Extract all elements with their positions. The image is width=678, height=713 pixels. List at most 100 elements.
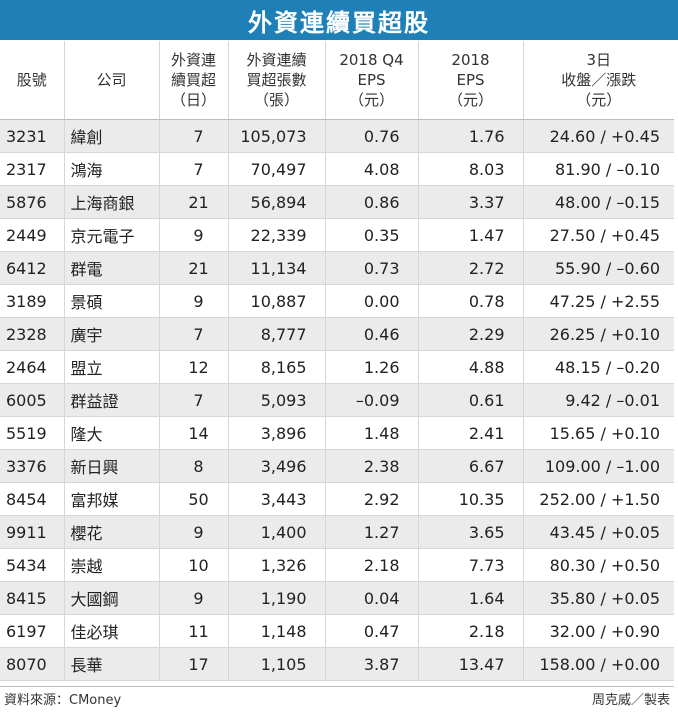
stock-table: 股號 公司 外資連 續買超 （日） 外資連續 買超張數 （張） 2018 Q4 EPS （元） 201… — [0, 41, 674, 681]
header-line: 外資連 — [170, 51, 216, 69]
close-change: 24.60 / +0.45 — [523, 119, 674, 153]
stock-code: 6005 — [0, 383, 65, 417]
header-line: 2018 Q4 — [339, 51, 404, 69]
header-line: 續買超 — [170, 71, 216, 89]
close-change: 32.00 / +0.90 — [523, 614, 674, 648]
eps-q4: 2.92 — [325, 482, 419, 516]
stock-code: 5519 — [0, 416, 65, 450]
buy-volume: 10,887 — [228, 284, 326, 318]
company-name: 群益證 — [64, 383, 160, 417]
company-name: 緯創 — [64, 119, 160, 153]
eps-q4: 0.86 — [325, 185, 419, 219]
buy-volume: 1,400 — [228, 515, 326, 549]
stock-code: 9911 — [0, 515, 65, 549]
col-header-eps-q4: 2018 Q4 EPS （元） — [325, 41, 419, 120]
eps-year: 1.47 — [418, 218, 524, 252]
stock-code: 2449 — [0, 218, 65, 252]
stock-code: 5434 — [0, 548, 65, 582]
table-row: 6005 群益證 7 5,093 –0.09 0.61 9.42 / –0.01 — [0, 383, 674, 417]
eps-year: 7.73 — [418, 548, 524, 582]
header-line: （張） — [253, 91, 299, 109]
close-change: 80.30 / +0.50 — [523, 548, 674, 582]
stock-code: 5876 — [0, 185, 65, 219]
table-row: 5434 崇越 10 1,326 2.18 7.73 80.30 / +0.50 — [0, 548, 674, 582]
table-body: 3231 緯創 7 105,073 0.76 1.76 24.60 / +0.45 2317 鴻… — [0, 119, 674, 681]
stock-code: 3376 — [0, 449, 65, 483]
col-header-code: 股號 — [0, 41, 65, 120]
header-line: （元） — [576, 91, 622, 109]
buy-days: 7 — [159, 119, 229, 153]
close-change: 48.15 / –0.20 — [523, 350, 674, 384]
buy-days: 9 — [159, 284, 229, 318]
company-name: 大國鋼 — [64, 581, 160, 615]
buy-volume: 70,497 — [228, 152, 326, 186]
close-change: 158.00 / +0.00 — [523, 647, 674, 681]
company-name: 櫻花 — [64, 515, 160, 549]
eps-q4: 1.27 — [325, 515, 419, 549]
eps-year: 1.64 — [418, 581, 524, 615]
eps-year: 3.65 — [418, 515, 524, 549]
table-row: 6197 佳必琪 11 1,148 0.47 2.18 32.00 / +0.90 — [0, 614, 674, 648]
buy-volume: 8,777 — [228, 317, 326, 351]
source-note: 資料來源：CMoney — [4, 693, 122, 708]
buy-volume: 8,165 — [228, 350, 326, 384]
header-line: 收盤／漲跌 — [561, 71, 637, 89]
company-name: 長華 — [64, 647, 160, 681]
close-change: 47.25 / +2.55 — [523, 284, 674, 318]
eps-year: 2.41 — [418, 416, 524, 450]
close-change: 81.90 / –0.10 — [523, 152, 674, 186]
stock-code: 6197 — [0, 614, 65, 648]
header-line: 外資連續 — [246, 51, 307, 69]
close-change: 109.00 / –1.00 — [523, 449, 674, 483]
table-row: 5519 隆大 14 3,896 1.48 2.41 15.65 / +0.10 — [0, 416, 674, 450]
header-line: 買超張數 — [246, 71, 307, 89]
eps-year: 2.29 — [418, 317, 524, 351]
table-row: 2317 鴻海 7 70,497 4.08 8.03 81.90 / –0.10 — [0, 152, 674, 186]
eps-year: 2.72 — [418, 251, 524, 285]
col-header-eps-year: 2018 EPS （元） — [418, 41, 524, 120]
company-name: 京元電子 — [64, 218, 160, 252]
eps-q4: 1.26 — [325, 350, 419, 384]
close-change: 26.25 / +0.10 — [523, 317, 674, 351]
close-change: 35.80 / +0.05 — [523, 581, 674, 615]
eps-q4: 0.73 — [325, 251, 419, 285]
eps-q4: 0.76 — [325, 119, 419, 153]
stock-code: 3231 — [0, 119, 65, 153]
company-name: 景碩 — [64, 284, 160, 318]
buy-volume: 11,134 — [228, 251, 326, 285]
eps-q4: 0.46 — [325, 317, 419, 351]
buy-days: 10 — [159, 548, 229, 582]
eps-year: 1.76 — [418, 119, 524, 153]
eps-q4: 0.04 — [325, 581, 419, 615]
eps-year: 13.47 — [418, 647, 524, 681]
stock-code: 8454 — [0, 482, 65, 516]
buy-days: 21 — [159, 185, 229, 219]
header-line: 3日 — [586, 51, 612, 69]
stock-code: 8415 — [0, 581, 65, 615]
header-row: 股號 公司 外資連 續買超 （日） 外資連續 買超張數 （張） 2018 Q4 EPS （元） 201… — [0, 41, 674, 120]
eps-q4: 1.48 — [325, 416, 419, 450]
stock-code: 8070 — [0, 647, 65, 681]
stock-code: 3189 — [0, 284, 65, 318]
buy-days: 7 — [159, 383, 229, 417]
eps-year: 0.78 — [418, 284, 524, 318]
close-change: 48.00 / –0.15 — [523, 185, 674, 219]
company-name: 鴻海 — [64, 152, 160, 186]
eps-year: 0.61 — [418, 383, 524, 417]
stock-code: 6412 — [0, 251, 65, 285]
col-header-company: 公司 — [64, 41, 160, 120]
eps-year: 4.88 — [418, 350, 524, 384]
buy-volume: 1,105 — [228, 647, 326, 681]
buy-days: 14 — [159, 416, 229, 450]
table-row: 2464 盟立 12 8,165 1.26 4.88 48.15 / –0.20 — [0, 350, 674, 384]
col-header-close: 3日收盤／漲跌 （元） — [523, 41, 674, 120]
header-line: 2018 — [451, 51, 490, 69]
buy-days: 9 — [159, 581, 229, 615]
buy-volume: 22,339 — [228, 218, 326, 252]
header-line: EPS — [357, 71, 386, 89]
buy-days: 11 — [159, 614, 229, 648]
header-line: 公司 — [96, 71, 127, 89]
eps-year: 8.03 — [418, 152, 524, 186]
eps-q4: 2.38 — [325, 449, 419, 483]
buy-days: 7 — [159, 152, 229, 186]
